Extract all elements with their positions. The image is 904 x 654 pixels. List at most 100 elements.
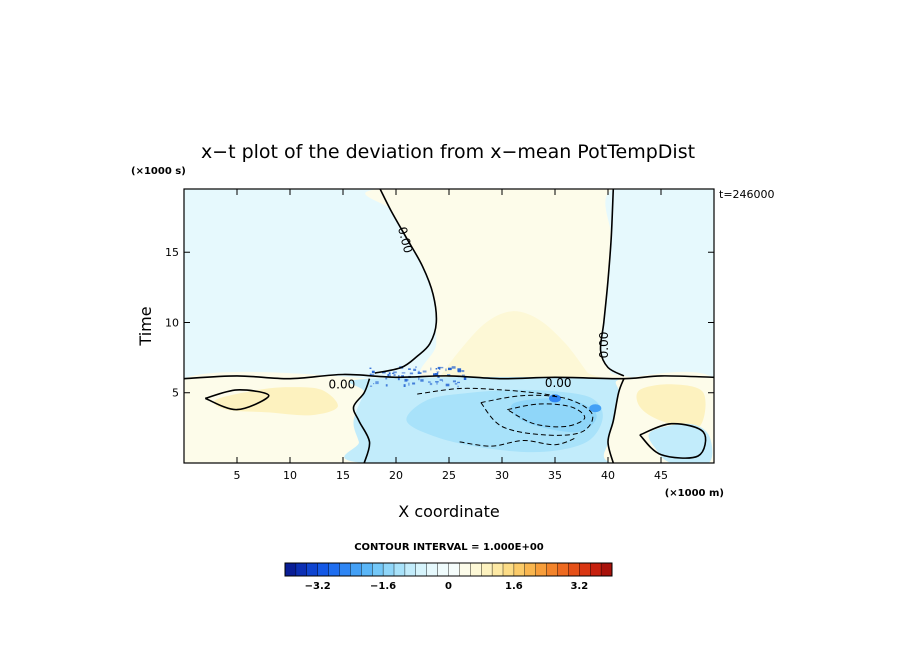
noise-speck <box>451 366 456 369</box>
colorbar-swatch <box>393 562 406 577</box>
x-tick-label: 15 <box>336 469 350 482</box>
noise-speck <box>436 371 440 373</box>
colorbar-swatch <box>361 562 373 577</box>
x-tick-label: 20 <box>389 469 403 482</box>
x-tick-label: 45 <box>654 469 668 482</box>
zero-contour-line <box>607 378 625 463</box>
colorbar <box>284 562 613 577</box>
colorbar-swatch <box>590 562 602 577</box>
field-region-warm-dome <box>426 311 603 381</box>
contour-label: 0.00 <box>395 225 415 254</box>
x-tick-label: 25 <box>442 469 456 482</box>
colorbar-tick-label: 3.2 <box>570 581 588 592</box>
noise-speck <box>385 377 388 380</box>
noise-speck <box>387 374 390 377</box>
noise-speck <box>408 368 411 370</box>
noise-speck <box>409 372 414 375</box>
noise-speck <box>437 366 441 370</box>
noise-speck <box>398 375 400 378</box>
contour-label: 0.00 <box>329 378 356 392</box>
noise-speck <box>370 373 375 376</box>
colorbar-swatch <box>600 562 613 577</box>
x-unit-label: (×1000 m) <box>665 488 724 499</box>
noise-speck <box>413 368 417 371</box>
field-region-lower-east-tan <box>636 384 706 430</box>
zero-contour-line <box>374 189 438 374</box>
contour-labels: 0.00 0.00 0.00 0.00 <box>329 225 611 391</box>
chart-title: x−t plot of the deviation from x−mean Po… <box>201 141 695 163</box>
colorbar-swatch <box>372 562 384 577</box>
y-tick-label: 5 <box>172 387 179 400</box>
field-region-upper-east-negative <box>600 189 714 390</box>
noise-speck <box>445 383 450 387</box>
noise-speck <box>442 380 444 382</box>
colorbar-swatch <box>284 562 297 577</box>
colorbar-swatch <box>524 562 537 577</box>
noise-speck <box>429 382 433 386</box>
deep-negative-spot <box>549 394 561 403</box>
noise-speck <box>448 367 452 371</box>
zero-contour-line <box>352 378 371 463</box>
noise-speck <box>371 370 375 374</box>
contour-interval-text: CONTOUR INTERVAL = 1.000E+00 <box>354 542 544 553</box>
time-annotation: t=246000 <box>719 188 775 201</box>
noise-speck <box>457 385 459 388</box>
colorbar-tick-label: 0 <box>445 581 452 592</box>
colorbar-swatch <box>470 562 482 577</box>
noise-speck <box>369 385 373 387</box>
noise-speck <box>408 382 410 386</box>
colorbar-tick-label: 1.6 <box>505 581 523 592</box>
noise-speck <box>439 379 443 381</box>
noise-speck <box>461 374 465 377</box>
y-axis: 5 10 15 <box>165 246 714 400</box>
y-unit-label: (×1000 s) <box>131 166 186 177</box>
colorbar-frame <box>284 562 613 577</box>
x-tick-label: 40 <box>601 469 615 482</box>
contour-label: 0.00 <box>545 376 572 390</box>
colorbar-tick-label: −1.6 <box>370 581 396 592</box>
colorbar-swatch <box>317 562 330 577</box>
colorbar-swatch <box>339 562 351 577</box>
x-axis: 5 10 15 20 25 30 35 40 45 <box>234 189 668 482</box>
noise-speck <box>392 372 395 374</box>
noise-speck <box>397 377 400 381</box>
negative-contour-line <box>417 387 556 397</box>
noise-speck <box>433 373 437 377</box>
colorbar-swatch <box>328 562 341 577</box>
colorbar-swatch <box>459 562 471 577</box>
negative-contour-line <box>507 403 586 428</box>
field-region-upper-west-negative <box>184 189 437 382</box>
noise-speck <box>404 378 408 382</box>
noise-speck <box>430 367 432 371</box>
noise-speck <box>452 380 456 383</box>
y-tick-label: 10 <box>165 316 179 329</box>
noise-speck <box>457 370 461 373</box>
noise-speck <box>393 374 396 376</box>
noise-speck <box>389 374 391 378</box>
noise-speck <box>422 370 427 373</box>
colorbar-tick-label: −3.2 <box>305 581 331 592</box>
x-tick-label: 35 <box>548 469 562 482</box>
noise-speck <box>401 375 404 377</box>
colorbar-swatch <box>306 562 319 577</box>
noise-speck <box>435 368 438 370</box>
x-axis-label: X coordinate <box>398 502 499 521</box>
field-region-upper-central-positive <box>365 189 635 385</box>
plot-area <box>184 189 714 463</box>
noise-speck <box>457 368 462 372</box>
noise-speck <box>439 368 441 370</box>
colorbar-swatch <box>382 562 395 577</box>
noise-speck <box>393 371 397 374</box>
noise-speck <box>418 377 420 381</box>
noise-speck <box>412 382 416 385</box>
noise-speck <box>403 384 406 387</box>
contour-lines <box>184 189 714 463</box>
colorbar-swatch <box>568 562 580 577</box>
noise-speck <box>373 383 375 385</box>
negative-contour-line <box>480 394 594 436</box>
noise-speck <box>428 381 431 383</box>
noise-speck <box>369 367 372 369</box>
colorbar-swatch <box>437 562 450 577</box>
y-axis-label: Time <box>136 306 155 346</box>
